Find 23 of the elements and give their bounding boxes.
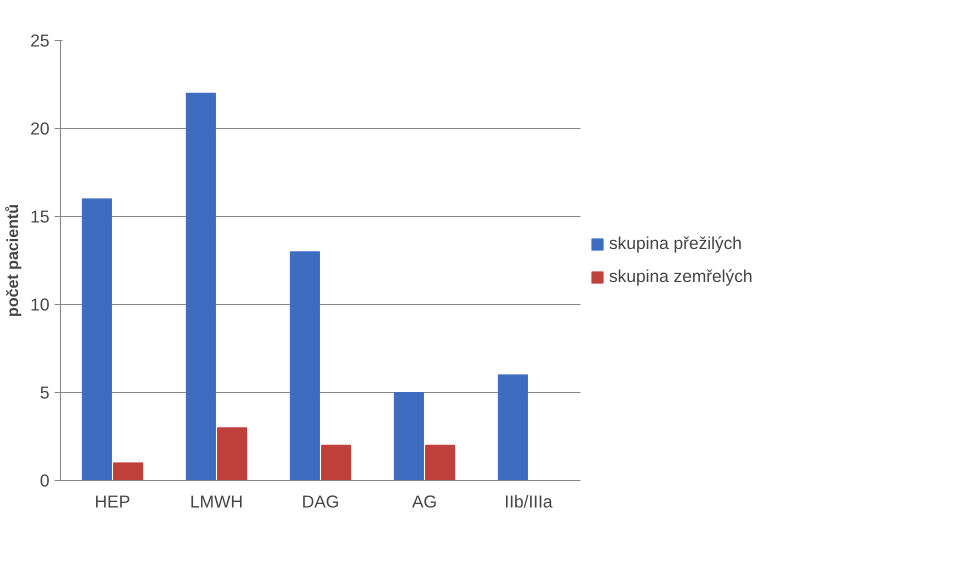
x-tick-label: HEP bbox=[94, 492, 130, 512]
x-tick-label: AG bbox=[412, 492, 438, 512]
bar bbox=[217, 427, 248, 480]
y-tick-label: 25 bbox=[30, 30, 50, 50]
bar bbox=[113, 462, 144, 480]
y-tick-label: 20 bbox=[30, 118, 50, 138]
bar bbox=[82, 198, 112, 480]
bar bbox=[394, 392, 424, 480]
y-axis-title: počet pacientů bbox=[5, 204, 22, 317]
bar bbox=[186, 92, 216, 480]
bar bbox=[321, 444, 352, 480]
x-tick-label: LMWH bbox=[190, 492, 243, 512]
legend-label: skupina přežilých bbox=[609, 233, 742, 254]
bar bbox=[498, 374, 528, 480]
x-tick-label: IIb/IIIa bbox=[504, 492, 553, 512]
legend-label: skupina zemřelých bbox=[609, 266, 752, 287]
y-tick-label: 0 bbox=[40, 470, 50, 490]
y-tick-label: 5 bbox=[40, 382, 50, 402]
bar bbox=[290, 251, 320, 480]
y-tick-label: 15 bbox=[30, 206, 50, 226]
y-tick-label: 10 bbox=[30, 294, 50, 314]
bar bbox=[425, 444, 456, 480]
x-tick-label: DAG bbox=[302, 492, 340, 512]
